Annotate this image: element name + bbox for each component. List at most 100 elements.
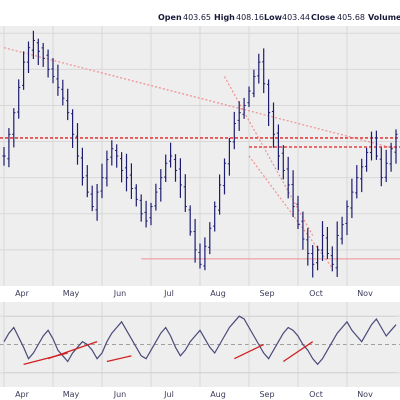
ohlc-bar bbox=[22, 51, 26, 90]
month-label: Jul bbox=[163, 289, 174, 298]
ohlc-bar bbox=[90, 185, 94, 212]
ohlc-bar bbox=[311, 245, 315, 278]
high-label: High bbox=[214, 13, 235, 22]
ohlc-bar bbox=[115, 144, 119, 168]
ohlc-bar bbox=[276, 124, 280, 171]
ohlc-bar bbox=[144, 200, 148, 228]
ohlc-bar bbox=[227, 137, 231, 176]
close-value: 405.68 bbox=[337, 13, 365, 22]
channel-lower-line bbox=[248, 155, 333, 269]
ohlc-bar bbox=[389, 142, 393, 172]
ohlc-bar bbox=[369, 131, 374, 161]
ohlc-bar bbox=[193, 218, 197, 263]
ohlc-bar bbox=[139, 194, 143, 222]
ohlc-bar bbox=[169, 142, 173, 168]
ohlc-bar bbox=[365, 147, 369, 172]
ohlc-bar bbox=[134, 184, 138, 207]
ohlc-bar bbox=[183, 174, 187, 212]
indicator-line bbox=[3, 315, 397, 366]
ohlc-bar bbox=[252, 69, 256, 98]
ohlc-bar bbox=[154, 183, 158, 211]
ohlc-bar bbox=[173, 154, 178, 182]
ohlc-bar bbox=[198, 243, 202, 269]
price-annotations bbox=[0, 47, 400, 269]
ohlc-bar bbox=[71, 109, 75, 148]
ohlc-bar bbox=[267, 79, 271, 127]
ohlc-bar bbox=[286, 156, 290, 199]
ohlc-bar bbox=[36, 38, 40, 66]
ohlc-bar bbox=[85, 165, 89, 198]
ohlc-bar bbox=[242, 97, 246, 119]
ohlc-bar bbox=[281, 145, 285, 180]
open-value: 403.65 bbox=[183, 13, 211, 22]
ohlc-bar bbox=[330, 246, 334, 272]
ohlc-bar bbox=[66, 88, 70, 121]
month-label: Nov bbox=[357, 289, 373, 298]
ohlc-bar bbox=[316, 245, 320, 271]
ohlc-bar bbox=[51, 58, 55, 84]
ohlc-bar bbox=[203, 237, 207, 271]
ohlc-bar bbox=[222, 158, 227, 195]
ohlc-bar bbox=[46, 49, 50, 78]
volume-label: Volume bbox=[368, 13, 400, 22]
indicator-trendlines bbox=[23, 341, 314, 365]
ohlc-bar bbox=[325, 226, 329, 259]
ohlc-bar bbox=[100, 163, 104, 199]
ohlc-bar bbox=[394, 129, 398, 164]
ohlc-bar bbox=[320, 221, 325, 261]
indicator-trendline bbox=[234, 343, 264, 360]
month-label: Jun bbox=[113, 289, 127, 298]
month-label: May bbox=[63, 390, 80, 399]
month-label: Apr bbox=[15, 390, 30, 399]
month-label: Sep bbox=[259, 390, 274, 399]
month-label: Apr bbox=[15, 289, 30, 298]
ohlc-bar bbox=[80, 147, 84, 186]
ohlc-bar bbox=[41, 42, 45, 67]
ohlc-bar bbox=[360, 158, 364, 193]
ohlc-bar bbox=[110, 140, 114, 166]
ohlc-bar bbox=[188, 205, 192, 236]
ohlc-bar bbox=[12, 108, 16, 148]
downtrend-line bbox=[3, 47, 397, 150]
close-label: Close bbox=[311, 13, 336, 22]
month-labels-indicator: Apr May Jun Jul Aug Sep Oct Nov bbox=[15, 390, 373, 399]
ohlc-bar bbox=[237, 101, 241, 131]
month-label: Nov bbox=[357, 390, 373, 399]
ohlc-bar bbox=[149, 202, 153, 226]
ohlc-bar bbox=[296, 195, 300, 230]
ohlc-bar bbox=[129, 163, 133, 200]
ohlc-bar bbox=[159, 169, 163, 202]
month-label: Oct bbox=[309, 289, 323, 298]
low-label: Low bbox=[264, 13, 283, 22]
ohlc-bar bbox=[345, 200, 349, 236]
ohlc-header: Open 403.65 High 408.16 Low 403.44 Close… bbox=[158, 13, 400, 22]
ohlc-bar bbox=[7, 128, 11, 168]
month-label: Oct bbox=[309, 390, 323, 399]
ohlc-bar bbox=[2, 147, 6, 166]
ohlc-bar bbox=[75, 123, 80, 165]
ohlc-bar bbox=[95, 184, 99, 221]
high-value: 408.16 bbox=[236, 13, 264, 22]
ohlc-bar bbox=[291, 170, 295, 218]
ohlc-bar bbox=[262, 48, 266, 94]
ohlc-bar bbox=[374, 130, 378, 160]
open-label: Open bbox=[158, 13, 182, 22]
ohlc-bar bbox=[218, 174, 222, 215]
indicator-series bbox=[3, 315, 397, 373]
indicator-trendline bbox=[282, 341, 314, 363]
ohlc-bar bbox=[26, 41, 31, 74]
ohlc-bar bbox=[247, 86, 251, 108]
ohlc-bar bbox=[232, 111, 236, 150]
ohlc-bar bbox=[306, 228, 310, 266]
ohlc-bar bbox=[31, 30, 35, 60]
indicator-trendline bbox=[106, 355, 132, 363]
indicator-trendline bbox=[47, 341, 98, 360]
low-value: 403.44 bbox=[282, 13, 310, 22]
ohlc-bar bbox=[178, 158, 182, 198]
month-label: Sep bbox=[259, 289, 274, 298]
ohlc-bar bbox=[124, 153, 129, 192]
month-label: Jul bbox=[163, 390, 174, 399]
ohlc-bar bbox=[340, 216, 344, 245]
